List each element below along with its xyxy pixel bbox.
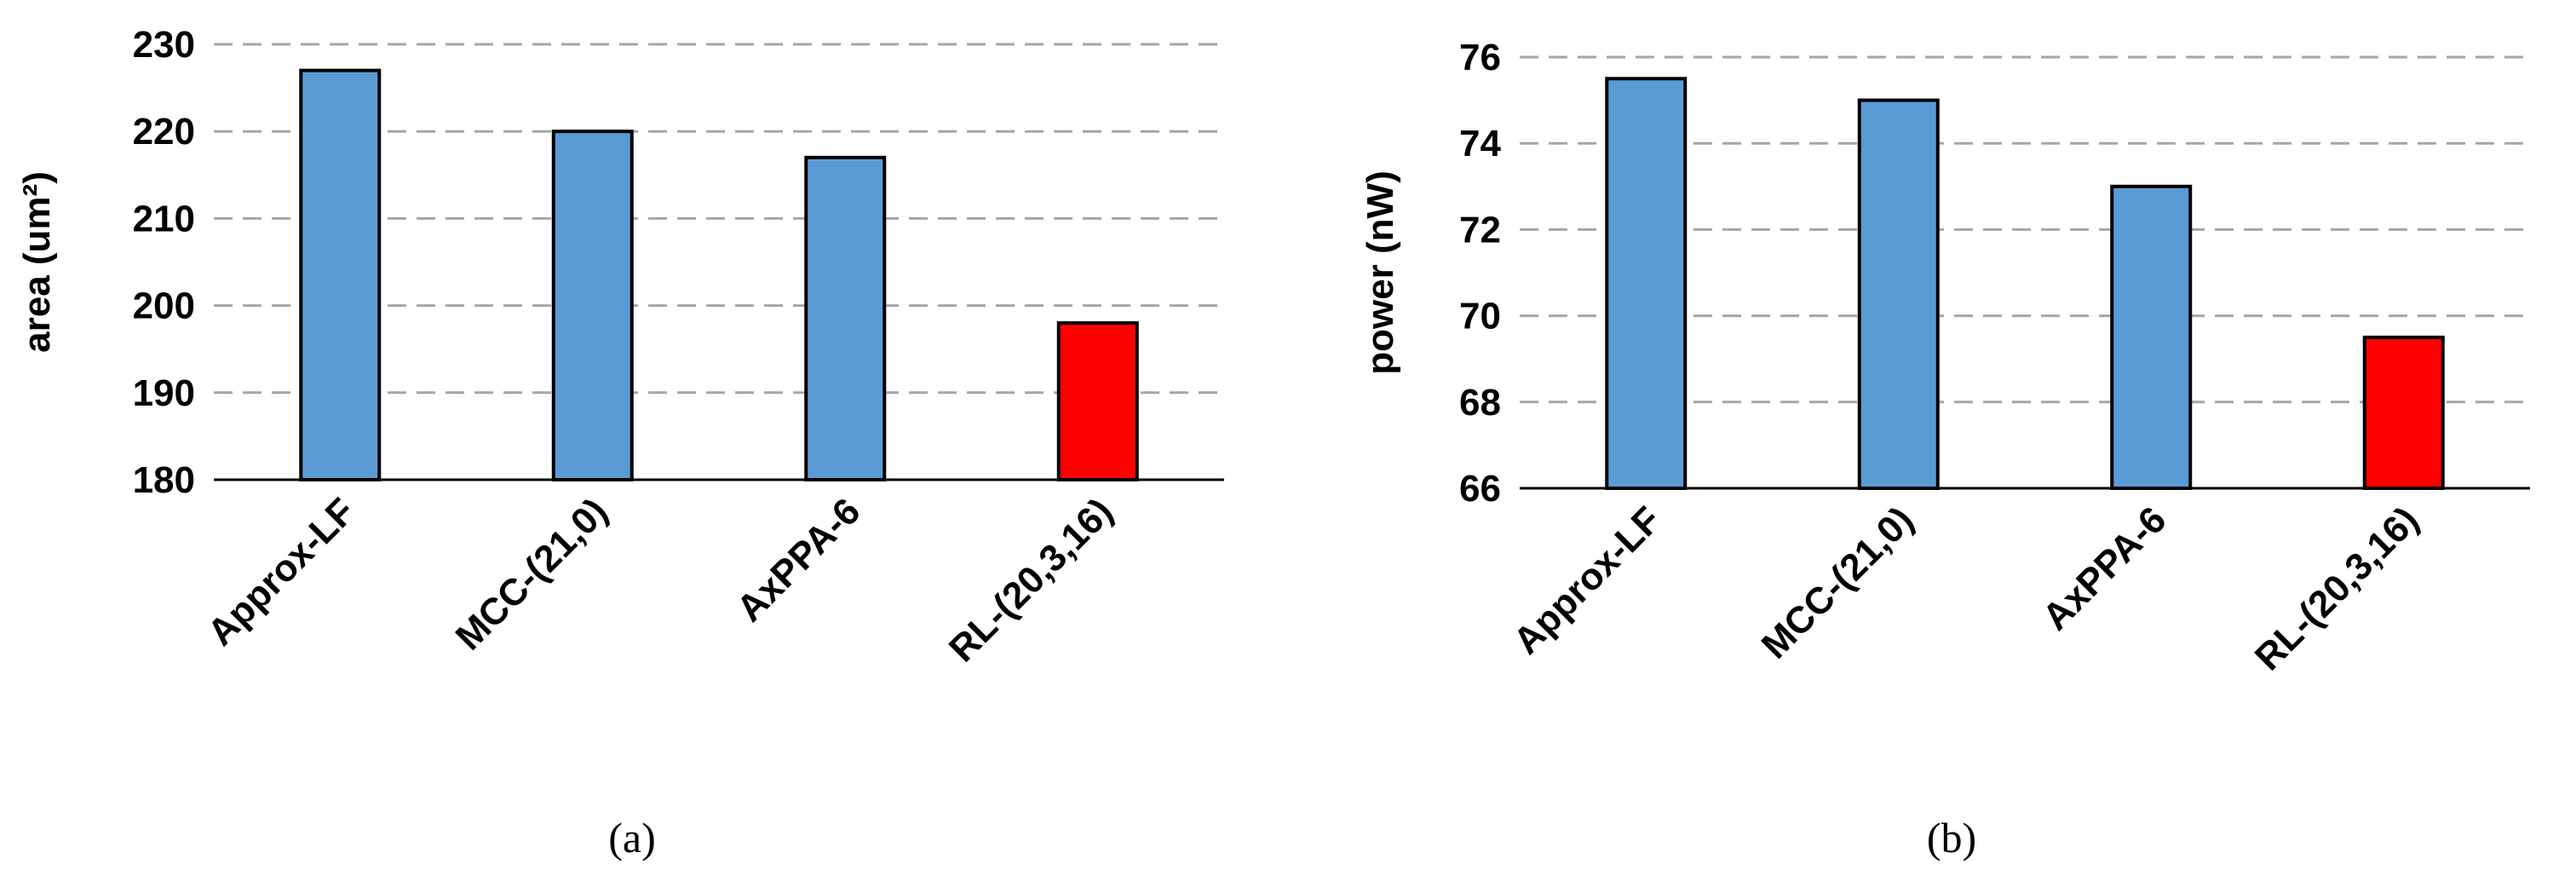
y-tick-label: 68 [1459,382,1501,423]
y-tick-label: 70 [1459,296,1501,337]
bar [1857,98,1940,490]
caption: (a) [608,814,656,861]
y-axis-label: area (um²) [16,171,58,353]
x-tick-label: Approx-LF [199,490,363,654]
bar [2110,184,2193,491]
chart: 180 190 200 210 220 230 Approx-LF MCC-(21,0) AxP… [16,24,1224,861]
y-tick-label: 230 [133,24,195,66]
x-tick-label: RL-(20,3,16) [941,490,1121,670]
bar [804,155,887,482]
y-axis-label: power (nW) [1360,170,1401,375]
x-tick-label: Approx-LF [1505,498,1669,662]
y-tick-label: 66 [1459,468,1501,510]
bar [1605,77,1688,491]
y-tick-label: 220 [133,111,195,153]
x-tick-label: MCC-(21,0) [1754,498,1922,666]
caption: (b) [1927,814,1976,861]
y-tick-label: 190 [133,372,195,414]
y-tick-label: 180 [133,459,195,501]
chart: 66 68 70 72 74 76 Approx-LF MCC-(21,0) AxPPA-6 RL… [1360,37,2530,861]
bar [2362,335,2445,490]
y-tick-label: 200 [133,285,195,327]
y-tick-label: 76 [1459,37,1501,78]
bar [1056,321,1139,482]
x-tick-label: AxPPA-6 [729,490,869,630]
bar [299,68,382,481]
x-tick-label: RL-(20,3,16) [2247,498,2427,678]
y-tick-label: 72 [1459,209,1501,251]
x-tick-label: AxPPA-6 [2035,498,2175,638]
x-tick-label: MCC-(21,0) [448,490,616,658]
y-tick-label: 210 [133,198,195,239]
bar [551,130,634,481]
y-tick-label: 74 [1459,123,1501,164]
